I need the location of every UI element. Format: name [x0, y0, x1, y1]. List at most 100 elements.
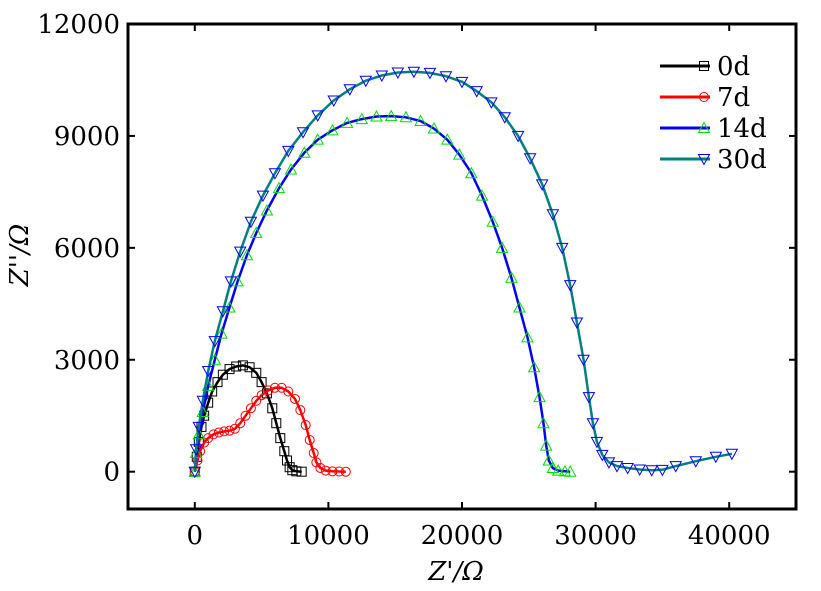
x-tick-label: 0 — [187, 521, 204, 551]
data-point-7d — [208, 429, 219, 440]
series-line-0d — [193, 364, 302, 473]
data-point-7d — [245, 403, 256, 414]
data-point-7d — [340, 466, 351, 477]
data-point-14d — [539, 439, 553, 451]
data-point-14d — [240, 248, 254, 261]
data-point-14d — [495, 241, 509, 253]
data-point-30d — [689, 456, 703, 468]
data-point-30d — [188, 466, 202, 479]
data-point-7d — [192, 455, 203, 466]
data-point-14d — [521, 330, 534, 343]
y-tick-label: 9000 — [54, 122, 120, 152]
series-7d — [189, 382, 351, 477]
data-point-7d — [300, 420, 311, 431]
data-point-14d — [465, 166, 478, 179]
data-point-30d — [208, 336, 222, 348]
data-point-0d — [256, 377, 267, 388]
axis-ticks — [128, 23, 796, 509]
data-point-30d — [216, 306, 230, 318]
legend-marker — [697, 121, 711, 133]
data-point-30d — [669, 461, 683, 473]
data-point-14d — [440, 133, 454, 145]
x-tick-label: 10000 — [287, 521, 370, 551]
data-point-14d — [208, 353, 222, 365]
series-line-7d — [193, 386, 346, 473]
data-point-14d — [537, 416, 550, 429]
data-point-30d — [296, 127, 310, 139]
y-axis-title: Z''/Ω — [5, 224, 35, 288]
data-point-7d — [219, 426, 230, 437]
data-point-14d — [475, 189, 489, 201]
data-point-7d — [283, 386, 294, 397]
data-point-7d — [290, 393, 300, 404]
data-point-30d — [546, 209, 560, 221]
data-point-7d — [269, 382, 280, 393]
data-point-14d — [311, 133, 325, 145]
axis-tick-labels: 0 10000 20000 30000 40000 0 3000 6000 9000 12000 — [37, 10, 770, 551]
data-point-30d — [563, 280, 577, 292]
data-point-30d — [196, 395, 210, 408]
series-line-14d — [193, 114, 571, 473]
data-point-14d — [326, 123, 339, 136]
series-14d — [188, 109, 577, 477]
data-point-14d — [249, 226, 263, 238]
data-point-30d — [327, 95, 341, 108]
data-point-30d — [485, 97, 498, 109]
y-tick-label: 6000 — [54, 234, 120, 264]
data-point-14d — [192, 427, 206, 440]
series-layer — [188, 66, 739, 479]
legend-label: 7d — [717, 83, 750, 113]
data-point-14d — [340, 116, 354, 128]
data-point-30d — [233, 246, 247, 259]
data-point-14d — [370, 109, 383, 122]
x-tick-label: 20000 — [421, 521, 504, 551]
data-point-30d — [189, 444, 203, 456]
data-point-14d — [533, 390, 546, 403]
data-point-30d — [725, 448, 739, 461]
legend-marker — [699, 61, 709, 71]
data-point-14d — [427, 121, 441, 134]
data-point-0d — [251, 367, 262, 378]
data-point-0d — [244, 362, 255, 373]
x-axis-title: Z'/Ω — [427, 557, 484, 587]
data-point-7d — [213, 427, 224, 438]
data-point-7d — [295, 405, 306, 416]
x-tick-label: 30000 — [554, 521, 637, 551]
legend-item-0d: 0d — [660, 52, 750, 82]
data-point-30d — [570, 317, 584, 329]
data-point-7d — [256, 390, 267, 401]
data-point-30d — [375, 70, 389, 83]
data-point-0d — [291, 466, 302, 477]
legend-label: 30d — [717, 145, 767, 175]
data-point-7d — [334, 466, 345, 477]
data-point-30d — [586, 418, 600, 430]
data-point-30d — [577, 354, 590, 367]
data-point-0d — [224, 364, 235, 375]
data-point-30d — [523, 153, 537, 165]
data-point-30d — [224, 276, 238, 288]
data-point-14d — [527, 360, 541, 373]
x-tick-label: 40000 — [688, 521, 771, 551]
data-point-30d — [244, 216, 258, 229]
y-tick-label: 0 — [103, 458, 120, 488]
series-line-30d — [193, 70, 733, 472]
data-point-14d — [546, 461, 560, 473]
data-point-30d — [343, 84, 357, 96]
data-point-30d — [645, 465, 659, 477]
data-point-14d — [486, 215, 500, 227]
data-point-14d — [260, 204, 274, 216]
data-point-14d — [384, 109, 398, 122]
data-point-7d — [229, 423, 240, 434]
data-point-7d — [263, 385, 274, 396]
data-point-30d — [656, 464, 669, 477]
data-point-30d — [281, 145, 295, 158]
data-point-30d — [610, 461, 624, 473]
data-point-14d — [505, 271, 518, 283]
data-point-30d — [192, 421, 206, 434]
data-point-30d — [535, 179, 549, 191]
data-point-7d — [251, 395, 262, 406]
legend-marker — [697, 154, 711, 166]
data-point-30d — [391, 67, 405, 80]
